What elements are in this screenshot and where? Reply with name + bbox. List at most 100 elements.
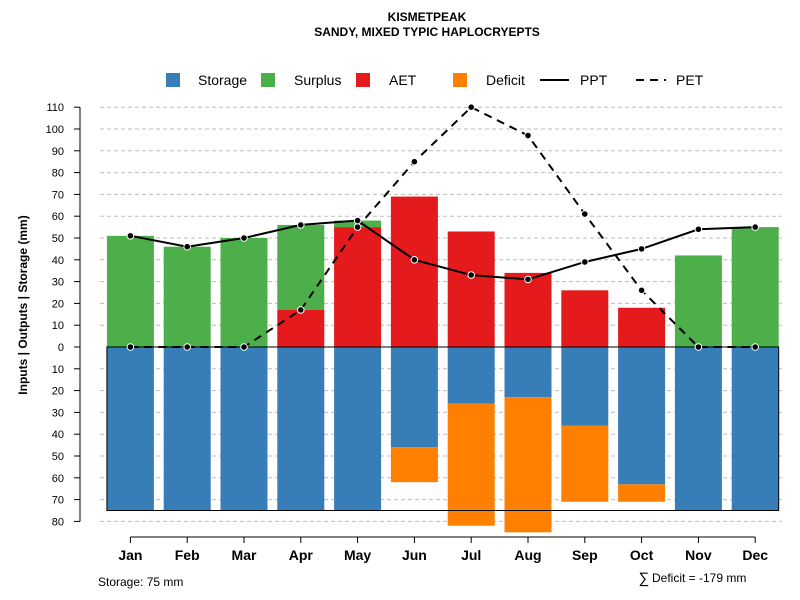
pet-point <box>183 343 191 351</box>
y-tick-label: 10 <box>52 320 64 332</box>
surplus-bar <box>277 224 325 310</box>
legend: Storage Surplus AET Deficit PPT PET <box>166 72 704 88</box>
y-tick-label: 90 <box>52 146 64 158</box>
surplus-bar <box>674 255 722 347</box>
ppt-point <box>524 275 532 284</box>
y-tick-label: 40 <box>52 429 64 441</box>
legend-label-storage: Storage <box>198 72 247 88</box>
pet-point <box>126 343 135 351</box>
y-tick-label: 70 <box>52 189 64 201</box>
pet-point <box>467 103 476 111</box>
y-tick-label: 60 <box>52 211 64 223</box>
x-tick-label-jun: Jun <box>402 547 427 563</box>
y-tick-label: 80 <box>52 168 64 180</box>
x-tick-label-may: May <box>344 547 371 563</box>
deficit-bar <box>561 425 609 502</box>
ppt-point <box>581 258 589 266</box>
x-tick-label-feb: Feb <box>175 547 200 563</box>
legend-label-ppt: PPT <box>580 72 608 88</box>
x-tick-label-jan: Jan <box>118 547 142 563</box>
bars <box>106 196 779 533</box>
pet-point <box>524 131 532 140</box>
x-tick-label-oct: Oct <box>630 547 654 563</box>
y-tick-label: 80 <box>52 516 64 528</box>
x-tick-label-sep: Sep <box>572 547 598 563</box>
pet-point <box>353 223 362 231</box>
y-tick-label: 20 <box>52 386 64 398</box>
y-axis-label: Inputs | Outputs | Storage (mm) <box>16 215 30 394</box>
storage-bar <box>447 347 495 404</box>
storage-bar <box>334 347 382 511</box>
y-tick-label: 50 <box>52 451 64 463</box>
legend-swatch-storage <box>166 73 180 87</box>
pet-point <box>410 157 419 166</box>
legend-label-surplus: Surplus <box>294 72 341 88</box>
storage-bar <box>731 347 779 511</box>
gridlines <box>100 106 782 522</box>
aet-bar <box>390 196 438 347</box>
ppt-point <box>240 234 248 242</box>
deficit-bar <box>390 447 438 483</box>
series-lines <box>126 103 760 351</box>
chart-subtitle: SANDY, MIXED TYPIC HAPLOCRYEPTS <box>314 25 540 39</box>
y-tick-label: 40 <box>52 255 64 267</box>
pet-point <box>297 306 305 314</box>
x-tick-label-dec: Dec <box>742 547 768 563</box>
y-tick-label: 10 <box>52 364 64 376</box>
storage-bar <box>674 347 722 511</box>
aet-bar <box>334 227 382 347</box>
pet-point <box>637 286 646 295</box>
legend-swatch-aet <box>356 73 370 87</box>
ppt-point <box>694 225 703 234</box>
surplus-bar <box>731 227 779 347</box>
storage-bar <box>390 347 438 448</box>
deficit-bar <box>504 397 552 533</box>
sum-icon: ∑ <box>639 570 650 587</box>
tick-labels: 0 10 20 30 40 50 60 70 80 90 100 110 10 20 30 40 50 60 70 8… <box>46 102 769 563</box>
storage-bar <box>618 347 666 485</box>
pet-point <box>240 343 248 351</box>
legend-swatch-deficit <box>453 73 467 87</box>
storage-footnote: Storage: 75 mm <box>98 575 183 589</box>
y-tick-label: 70 <box>52 495 64 507</box>
ppt-line <box>130 219 756 281</box>
aet-bar <box>504 272 552 347</box>
surplus-bar <box>163 246 211 347</box>
y-tick-label: 110 <box>46 102 64 114</box>
ppt-point <box>410 256 419 264</box>
y-tick-label: 60 <box>52 473 64 485</box>
chart-title: KISMETPEAK <box>388 10 467 24</box>
deficit-bar <box>447 403 495 526</box>
pet-point <box>694 343 703 351</box>
aet-bar <box>561 290 609 347</box>
ppt-point <box>297 221 305 229</box>
ppt-point <box>751 223 760 231</box>
aet-bar <box>277 309 325 347</box>
y-tick-label: 30 <box>52 407 64 419</box>
aet-bar <box>447 231 495 347</box>
storage-bar <box>163 347 211 511</box>
y-tick-label: 100 <box>46 124 64 136</box>
deficit-footnote: Deficit = -179 mm <box>652 571 746 585</box>
ppt-point <box>126 232 135 240</box>
storage-bar <box>277 347 325 511</box>
legend-label-pet: PET <box>676 72 704 88</box>
pet-point <box>581 210 589 218</box>
ppt-point <box>353 216 362 225</box>
storage-bar <box>561 347 609 426</box>
y-tick-label: 0 <box>58 342 64 354</box>
y-tick-label: 30 <box>52 277 64 289</box>
x-tick-label-apr: Apr <box>289 547 314 563</box>
y-tick-label: 20 <box>52 298 64 310</box>
ppt-point <box>467 271 476 279</box>
legend-label-deficit: Deficit <box>486 72 525 88</box>
storage-bar <box>106 347 154 511</box>
surplus-bar <box>220 238 268 347</box>
storage-bar <box>220 347 268 511</box>
legend-label-aet: AET <box>389 72 417 88</box>
deficit-bar <box>618 484 666 502</box>
ppt-point <box>637 245 646 253</box>
pet-point <box>751 343 760 351</box>
x-tick-label-aug: Aug <box>514 547 541 563</box>
